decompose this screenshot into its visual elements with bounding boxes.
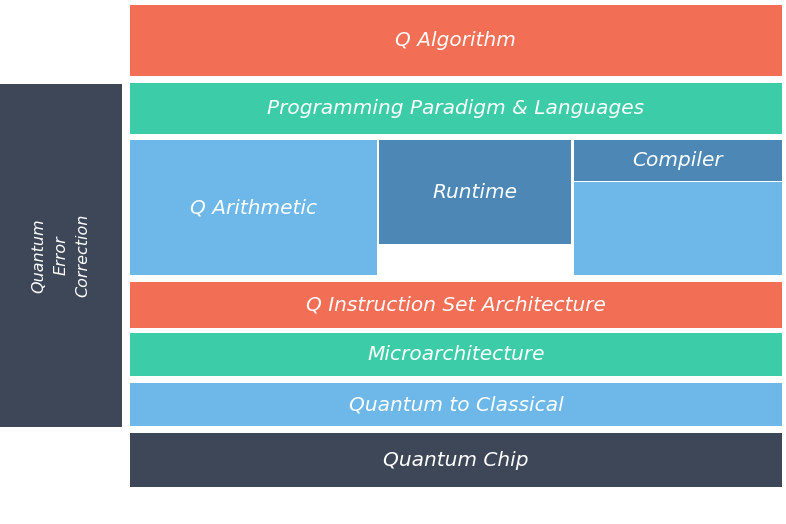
Bar: [130, 83, 782, 134]
Bar: [130, 383, 782, 426]
Bar: [130, 433, 782, 487]
Text: Quantum
Error
Correction: Quantum Error Correction: [31, 214, 90, 297]
Bar: [379, 140, 571, 244]
Text: Q Algorithm: Q Algorithm: [395, 31, 516, 50]
Bar: [130, 140, 377, 275]
Bar: [0, 84, 122, 427]
Bar: [130, 282, 782, 328]
Text: Quantum to Classical: Quantum to Classical: [348, 395, 564, 414]
Text: Microarchitecture: Microarchitecture: [367, 345, 545, 364]
Bar: [574, 182, 782, 275]
Text: Quantum Chip: Quantum Chip: [383, 451, 529, 470]
Bar: [574, 140, 782, 181]
Bar: [130, 5, 782, 76]
Text: Programming Paradigm & Languages: Programming Paradigm & Languages: [267, 99, 645, 118]
Text: Compiler: Compiler: [633, 151, 723, 170]
Bar: [130, 333, 782, 376]
Text: Q Arithmetic: Q Arithmetic: [190, 198, 317, 217]
Text: Runtime: Runtime: [432, 182, 518, 202]
Text: Q Instruction Set Architecture: Q Instruction Set Architecture: [306, 295, 606, 314]
